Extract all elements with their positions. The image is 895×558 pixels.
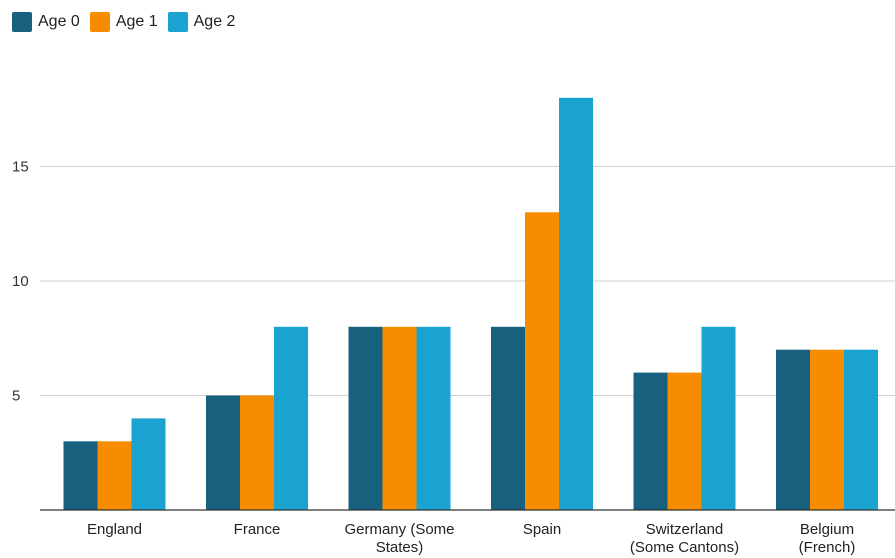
legend-label-age-1: Age 1 bbox=[115, 13, 158, 30]
x-tick-label: Switzerland bbox=[646, 521, 724, 538]
bar-age-2 bbox=[844, 349, 878, 510]
legend: Age 0 Age 1 Age 2 bbox=[12, 12, 235, 32]
y-tick-label: 5 bbox=[12, 388, 20, 405]
bar-age-1 bbox=[97, 441, 132, 510]
bar-age-0 bbox=[491, 326, 525, 510]
y-tick-label: 10 bbox=[12, 273, 29, 290]
y-tick-label: 15 bbox=[12, 159, 29, 176]
legend-item-age-1[interactable]: Age 1 bbox=[89, 12, 158, 32]
x-tick-label: (Some Cantons) bbox=[630, 539, 739, 556]
bar-age-0 bbox=[348, 326, 383, 510]
legend-label-age-2: Age 2 bbox=[193, 13, 236, 30]
x-tick-label: France bbox=[234, 521, 281, 538]
bar-age-0 bbox=[63, 441, 98, 510]
bar-age-2 bbox=[701, 326, 736, 510]
bar-age-2 bbox=[559, 97, 593, 511]
x-tick-label: England bbox=[87, 521, 142, 538]
legend-label-age-0: Age 0 bbox=[38, 13, 80, 30]
bar-age-2 bbox=[274, 326, 308, 510]
bar-age-2 bbox=[416, 326, 451, 510]
x-tick-label: (French) bbox=[799, 539, 856, 556]
bar-age-1 bbox=[810, 349, 844, 510]
x-tick-label: Germany (Some bbox=[344, 521, 454, 538]
bar-age-0 bbox=[206, 395, 240, 510]
x-tick-label: Spain bbox=[523, 521, 561, 538]
bar-age-2 bbox=[131, 418, 166, 510]
bar-age-0 bbox=[633, 372, 668, 510]
bar-age-1 bbox=[525, 212, 559, 511]
legend-item-age-0[interactable]: Age 0 bbox=[12, 12, 80, 32]
bar-age-1 bbox=[382, 326, 417, 510]
legend-item-age-2[interactable]: Age 2 bbox=[167, 12, 236, 32]
x-tick-label: Belgium bbox=[800, 521, 854, 538]
legend-swatch-age-2 bbox=[167, 12, 188, 32]
bar-age-1 bbox=[240, 395, 274, 510]
bar-age-1 bbox=[667, 372, 702, 510]
legend-swatch-age-1 bbox=[89, 12, 110, 32]
x-tick-label: States) bbox=[376, 539, 424, 556]
legend-swatch-age-0 bbox=[12, 12, 32, 32]
bar-age-0 bbox=[776, 349, 810, 510]
